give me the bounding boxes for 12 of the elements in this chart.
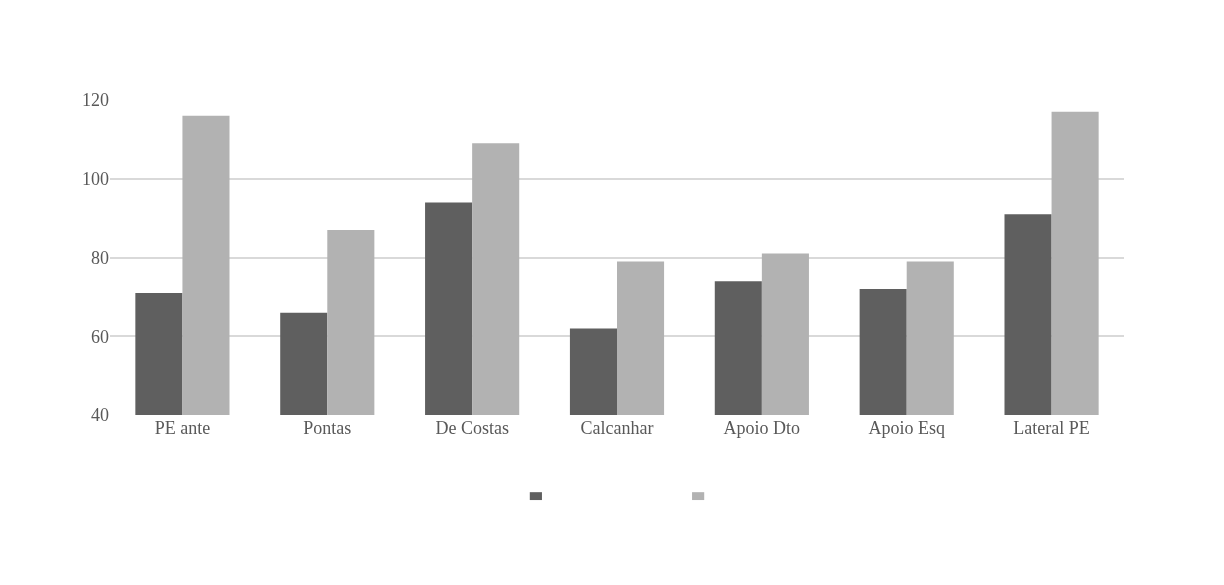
y-tick-label: 60 xyxy=(91,326,109,347)
y-tick-label: 120 xyxy=(82,90,109,111)
x-tick-label: Apoio Dto xyxy=(723,418,801,438)
x-tick-label: Calcanhar xyxy=(580,418,654,438)
x-tick-label: PE ante xyxy=(154,418,211,438)
x-tick-label: Apoio Esq xyxy=(868,418,945,438)
x-tick-label: De Costas xyxy=(435,418,509,438)
x-tick-label: Lateral PE xyxy=(1013,418,1090,438)
x-tick-label: Pontas xyxy=(303,418,352,438)
y-tick-label: 100 xyxy=(82,169,109,190)
y-tick-label: 40 xyxy=(91,405,109,426)
y-tick-label: 80 xyxy=(91,247,109,268)
